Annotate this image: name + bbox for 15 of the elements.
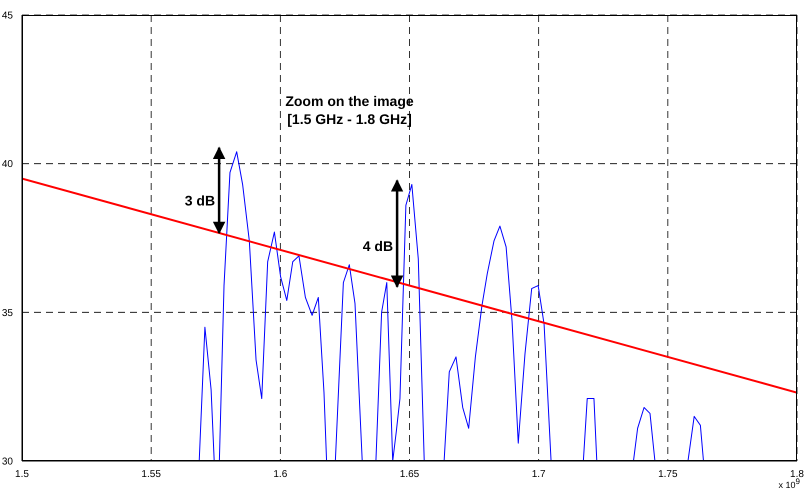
y-tick-label: 45: [2, 10, 14, 22]
y-tick-label: 35: [2, 308, 14, 319]
y-tick-label: 40: [2, 159, 14, 170]
x-tick-label: 1.6: [273, 469, 288, 480]
text: [1.5 GHz - 1.8 GHz]: [287, 111, 412, 127]
x-tick-label: 1.55: [141, 469, 162, 480]
y-tick-label: 30: [2, 456, 14, 468]
annotation: 4 dB: [362, 238, 394, 254]
x-tick-label: 1.7: [532, 469, 546, 480]
text: Zoom on the image: [285, 93, 414, 109]
annotation: 3 dB: [184, 192, 216, 208]
x-tick-label: 1.75: [658, 469, 678, 480]
x-tick-label: 1.65: [400, 469, 420, 480]
x-tick-label: 1.5: [15, 469, 30, 480]
text: x 10$^{9}$: [778, 476, 801, 490]
